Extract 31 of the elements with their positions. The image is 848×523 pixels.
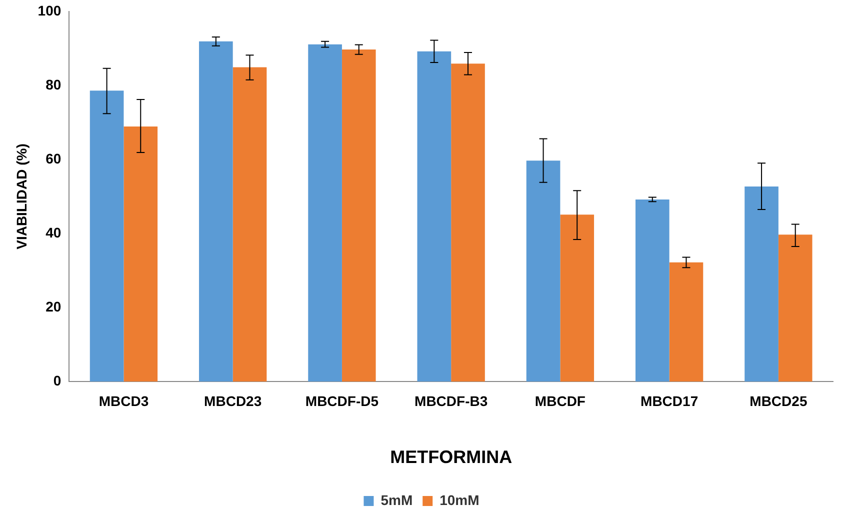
bar [199,41,233,382]
legend-label: 5mM [380,492,413,508]
y-tick-label: 60 [46,150,62,166]
bar [342,50,376,382]
bar [90,90,124,382]
x-tick-label: MBCD25 [750,392,808,409]
bar [124,126,158,382]
bar [417,51,452,382]
x-tick-label: MBCD3 [98,392,149,409]
bar [560,214,594,382]
bar [744,186,778,382]
x-tick-label: MBCD23 [204,392,262,409]
bar [669,262,704,382]
bar [308,44,342,382]
bar [635,199,670,382]
legend-label: 10mM [440,492,480,508]
x-tick-label: MBCD17 [640,392,698,409]
y-tick-label: 20 [46,298,62,314]
x-axis-title: METFORMINA [390,447,512,468]
y-tick-label: 80 [46,76,62,92]
y-tick-label: 0 [53,372,62,388]
y-axis-title: VIABILIDAD (%) [13,144,30,250]
x-tick-label: MBCDF-B3 [414,392,488,409]
bar [451,64,485,382]
bar [232,67,267,382]
x-tick-label: MBCDF-D5 [305,392,379,409]
x-tick-label: MBCDF [534,392,586,409]
y-tick-label: 40 [46,224,62,240]
bar [778,234,812,382]
bar [526,160,560,382]
y-tick-label: 100 [38,2,62,18]
